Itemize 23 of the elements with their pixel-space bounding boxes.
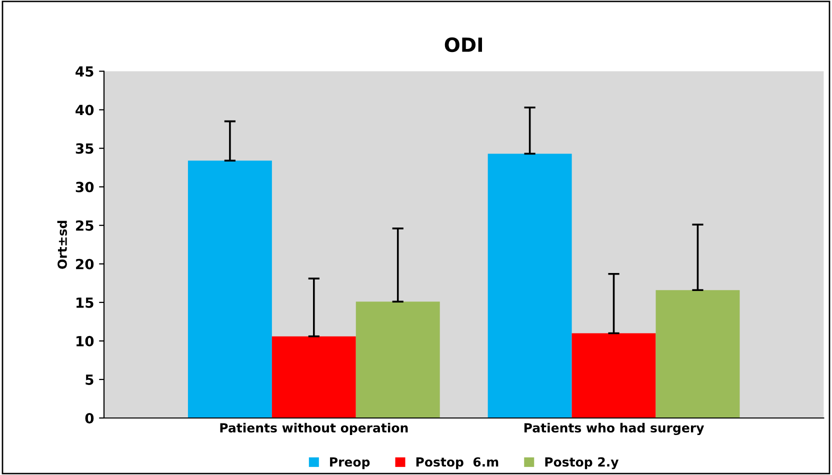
x-tick-label: Patients who had surgery <box>524 422 704 436</box>
x-tick-label: Patients without operation <box>220 422 408 435</box>
y-tick-label: 25 <box>76 220 94 231</box>
chart-title: ODI <box>444 37 482 52</box>
y-tick-label: 30 <box>76 182 94 192</box>
bar <box>356 302 440 418</box>
y-tick-label: 20 <box>76 258 94 270</box>
bar <box>272 336 356 418</box>
y-tick-label: 35 <box>76 143 94 154</box>
bar <box>488 154 572 418</box>
y-axis-title: Ort±sd <box>57 220 67 269</box>
bar <box>188 160 272 418</box>
y-tick-label: 0 <box>85 412 94 424</box>
legend-label: Preop <box>330 457 370 470</box>
y-tick-label: 10 <box>76 336 94 346</box>
y-tick-label: 15 <box>76 298 94 308</box>
y-tick-label: 40 <box>76 104 94 116</box>
legend-label: Postop 6.m <box>416 457 498 470</box>
y-tick-label: 45 <box>76 66 94 77</box>
bar <box>656 290 740 418</box>
y-tick-label: 5 <box>86 374 94 385</box>
legend-label: Postop 2.y <box>545 457 619 470</box>
bar <box>572 333 656 418</box>
